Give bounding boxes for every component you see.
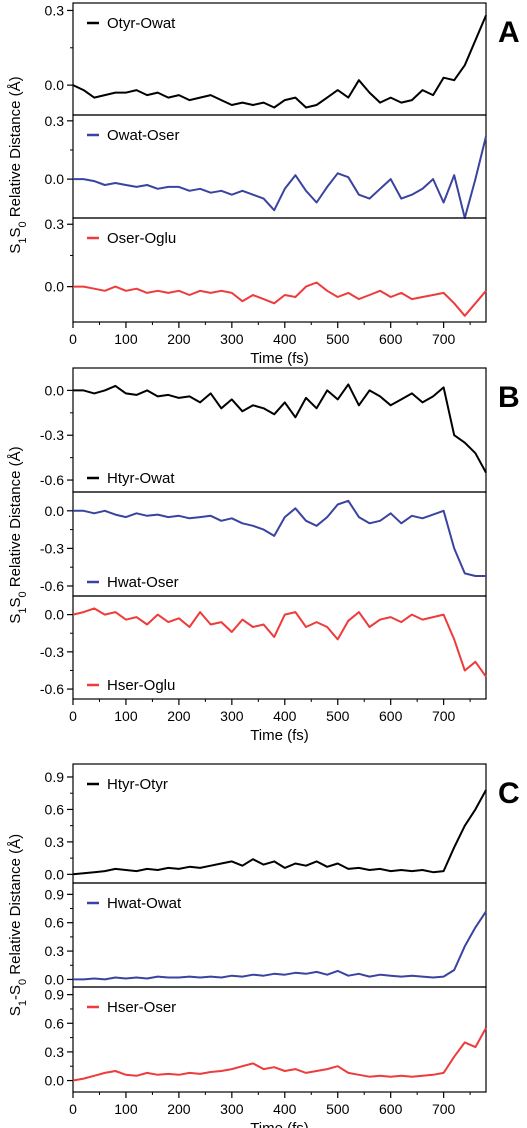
legend-label: Hwat-Oser xyxy=(107,574,179,591)
series-line xyxy=(72,15,487,109)
x-tick-label: 100 xyxy=(114,331,138,347)
panel-letter: B xyxy=(498,381,520,414)
y-tick-label: -0.3 xyxy=(40,540,64,556)
y-tick-label: -0.6 xyxy=(40,472,64,488)
y-tick-label: 0.0 xyxy=(45,1073,65,1089)
y-tick-label: 0.3 xyxy=(45,113,65,129)
x-axis-title: Time (fs) xyxy=(250,727,309,744)
panel-letter: C xyxy=(498,777,520,810)
subplot-frame xyxy=(72,217,487,323)
y-tick-label: -0.6 xyxy=(40,681,64,697)
legend-label: Hser-Oser xyxy=(107,999,176,1016)
y-tick-label: 0.0 xyxy=(45,279,65,295)
legend-label: Htyr-Otyr xyxy=(107,776,168,793)
subplot-frame xyxy=(72,595,487,700)
y-tick-label: 0.0 xyxy=(45,971,65,987)
x-tick-label: 300 xyxy=(220,1101,244,1117)
x-tick-label: 600 xyxy=(379,708,403,724)
x-axis-title: Time (fs) xyxy=(250,350,309,367)
x-tick-label: 400 xyxy=(273,331,297,347)
x-tick-label: 400 xyxy=(273,708,297,724)
x-tick-label: 700 xyxy=(432,1101,456,1117)
y-tick-label: 0.3 xyxy=(45,943,65,959)
y-tick-label: 0.3 xyxy=(45,1044,65,1060)
y-tick-label: 0.6 xyxy=(45,915,65,931)
x-tick-label: 200 xyxy=(167,331,191,347)
y-tick-label: 0.0 xyxy=(45,866,65,882)
legend-label: Htyr-Owat xyxy=(107,470,175,487)
y-tick-label: 0.6 xyxy=(45,1015,65,1031)
y-tick-label: 0.9 xyxy=(45,769,65,785)
legend-label: Oser-Oglu xyxy=(107,230,176,247)
y-tick-label: 0.3 xyxy=(45,216,65,232)
x-tick-label: 200 xyxy=(167,1101,191,1117)
y-axis-title: S1S0 Relative Distance (Å) xyxy=(7,76,29,253)
x-tick-label: 500 xyxy=(326,708,350,724)
series-line xyxy=(73,499,486,577)
series-line xyxy=(73,383,487,474)
x-tick-label: 100 xyxy=(114,1101,138,1117)
x-tick-label: 300 xyxy=(220,708,244,724)
x-tick-label: 600 xyxy=(379,331,403,347)
series-line xyxy=(72,607,487,678)
series-line xyxy=(72,789,487,876)
series-line xyxy=(73,281,487,317)
legend-label: Owat-Oser xyxy=(107,127,180,144)
y-tick-label: 0.3 xyxy=(45,834,65,850)
series-line xyxy=(72,1027,487,1082)
y-tick-label: 0.6 xyxy=(45,801,65,817)
legend-label: Otyr-Owat xyxy=(107,15,176,32)
series-line xyxy=(73,136,487,219)
x-tick-label: 0 xyxy=(69,1101,77,1117)
x-tick-label: 0 xyxy=(69,331,77,347)
x-tick-label: 0 xyxy=(69,708,77,724)
y-tick-label: 0.0 xyxy=(45,503,65,519)
x-tick-label: 700 xyxy=(432,708,456,724)
y-tick-label: 0.0 xyxy=(45,171,65,187)
y-tick-label: 0.3 xyxy=(45,2,65,18)
y-tick-label: 0.0 xyxy=(45,607,65,623)
y-axis-title: S1S0 Relative Distance (Å) xyxy=(7,446,29,623)
y-tick-label: 0.9 xyxy=(45,886,65,902)
panel-letter: A xyxy=(498,16,520,49)
series-line xyxy=(73,910,487,981)
x-tick-label: 100 xyxy=(114,708,138,724)
y-tick-label: -0.3 xyxy=(40,644,64,660)
y-tick-label: 0.9 xyxy=(45,987,65,1003)
x-tick-label: 200 xyxy=(167,708,191,724)
x-tick-label: 400 xyxy=(273,1101,297,1117)
x-tick-label: 500 xyxy=(326,331,350,347)
x-tick-label: 700 xyxy=(432,331,456,347)
y-tick-label: 0.0 xyxy=(45,382,65,398)
x-axis-title: Time (fs) xyxy=(250,1120,309,1128)
y-tick-label: 0.0 xyxy=(45,77,65,93)
y-axis-title: S1-S0 Relative Distance (Å) xyxy=(7,834,29,1016)
y-tick-label: -0.6 xyxy=(40,578,64,594)
x-tick-label: 500 xyxy=(326,1101,350,1117)
x-tick-label: 600 xyxy=(379,1101,403,1117)
legend-label: Hwat-Owat xyxy=(107,895,182,912)
legend-label: Hser-Oglu xyxy=(107,677,175,694)
x-tick-label: 300 xyxy=(220,331,244,347)
subplot-frame xyxy=(72,986,487,1093)
y-tick-label: -0.3 xyxy=(40,427,64,443)
